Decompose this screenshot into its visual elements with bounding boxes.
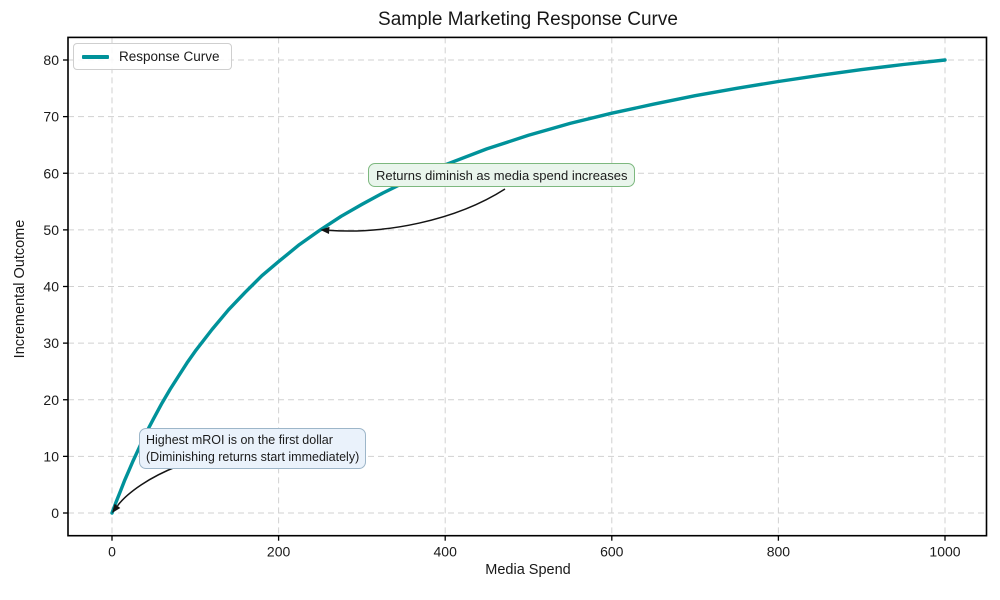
annotation-arrow — [116, 465, 179, 507]
annotation-diminishing-returns: Returns diminish as media spend increase… — [368, 163, 636, 187]
chart-title: Sample Marketing Response Curve — [378, 9, 678, 30]
x-tick-label: 0 — [108, 544, 116, 560]
y-tick-label: 0 — [51, 505, 59, 521]
y-axis-label: Incremental Outcome — [12, 219, 28, 359]
x-tick-label: 600 — [600, 544, 624, 560]
y-tick-label: 30 — [43, 335, 59, 351]
annotation-line-1: Highest mROI is on the first dollar — [146, 433, 333, 447]
annotation-arrowhead — [112, 503, 121, 513]
annotation-highest-mroi: Highest mROI is on the first dollar (Dim… — [139, 428, 367, 470]
y-tick-label: 40 — [43, 279, 59, 295]
legend: Response Curve — [73, 43, 232, 70]
x-tick-label: 1000 — [929, 544, 960, 560]
legend-label: Response Curve — [119, 49, 220, 64]
annotation-line-2: (Diminishing returns start immediately) — [146, 449, 360, 464]
legend-line-swatch — [82, 54, 109, 59]
x-tick-label: 200 — [267, 544, 291, 560]
y-tick-label: 70 — [43, 109, 59, 125]
annotation-arrow — [329, 188, 506, 232]
y-tick-label: 60 — [43, 165, 59, 181]
y-tick-label: 10 — [43, 448, 59, 464]
y-tick-label: 80 — [43, 52, 59, 68]
y-tick-label: 20 — [43, 392, 59, 408]
x-tick-label: 400 — [434, 544, 458, 560]
y-tick-label: 50 — [43, 222, 59, 238]
x-tick-label: 800 — [767, 544, 791, 560]
annotation-arrowhead — [320, 226, 330, 234]
x-axis-label: Media Spend — [485, 562, 571, 578]
